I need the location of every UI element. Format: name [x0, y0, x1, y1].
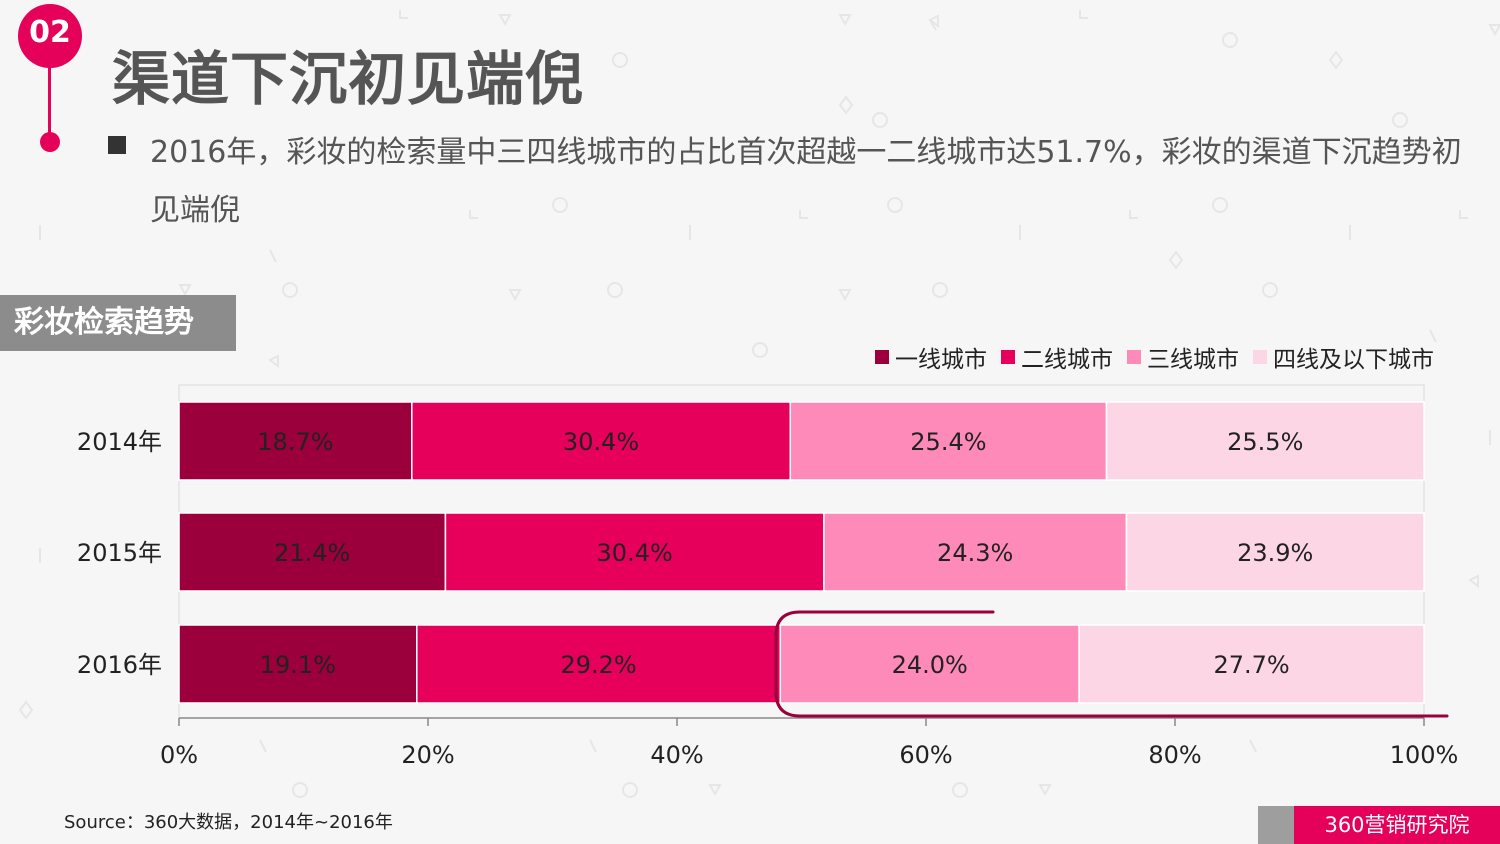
bar-segment [178, 401, 413, 481]
section-label: 彩妆检索趋势 [0, 295, 236, 351]
brand-grey-block [1258, 806, 1294, 844]
bar-segment [1105, 401, 1425, 481]
bar-value-label: 21.4% [274, 539, 350, 567]
legend-swatch [1001, 350, 1015, 364]
x-tick-label: 40% [650, 741, 703, 769]
bar-value-label: 18.7% [257, 428, 333, 456]
legend-label: 三线城市 [1147, 347, 1239, 373]
x-tick-label: 80% [1148, 741, 1201, 769]
bar-value-label: 25.4% [910, 428, 986, 456]
x-tick-label: 20% [401, 741, 454, 769]
bar-segment [779, 624, 1080, 704]
legend-swatch [1253, 350, 1267, 364]
bar-segment [416, 624, 782, 704]
x-tick-label: 0% [160, 741, 198, 769]
bar-value-label: 30.4% [563, 428, 639, 456]
badge-dot [40, 132, 60, 152]
legend-label: 二线城市 [1021, 347, 1113, 373]
bar-value-label: 24.3% [937, 539, 1013, 567]
bar-segment [444, 512, 825, 592]
legend-item: 四线及以下城市 [1253, 340, 1434, 374]
legend-item: 三线城市 [1127, 340, 1239, 374]
legend-label: 一线城市 [895, 347, 987, 373]
bar-segment [178, 512, 447, 592]
bar-segment [823, 512, 1128, 592]
category-label: 2016年 [77, 651, 162, 679]
bar-value-label: 30.4% [597, 539, 673, 567]
bar-value-label: 23.9% [1237, 539, 1313, 567]
legend-item: 二线城市 [1001, 340, 1113, 374]
brand-logo: 360营销研究院 [1294, 806, 1500, 844]
bar-value-label: 25.5% [1227, 428, 1303, 456]
bullet-square-icon [108, 136, 126, 154]
slide-number-badge: 02 [18, 4, 82, 68]
badge-stem [48, 60, 51, 136]
legend-swatch [1127, 350, 1141, 364]
highlight-bracket [774, 610, 1449, 718]
bar-segment [1125, 512, 1425, 592]
legend-label: 四线及以下城市 [1273, 347, 1434, 373]
bar-segment [789, 401, 1108, 481]
category-label: 2014年 [77, 428, 162, 456]
bar-value-label: 29.2% [560, 651, 636, 679]
category-label: 2015年 [77, 539, 162, 567]
page-title: 渠道下沉初见端倪 [112, 45, 585, 113]
bar-value-label: 27.7% [1213, 651, 1289, 679]
source-note: Source：360大数据，2014年~2016年 [64, 812, 393, 833]
legend-swatch [875, 350, 889, 364]
bar-segment [178, 624, 418, 704]
bar-segment [411, 401, 792, 481]
description-text: 2016年，彩妆的检索量中三四线城市的占比首次超越一二线城市达51.7%，彩妆的… [150, 135, 1462, 228]
x-tick-label: 100% [1390, 741, 1459, 769]
chart-legend: 一线城市 二线城市 三线城市 四线及以下城市 [875, 340, 1434, 374]
legend-item: 一线城市 [875, 340, 987, 374]
bar-segment [1078, 624, 1425, 704]
bar-value-label: 24.0% [892, 651, 968, 679]
x-tick-label: 60% [899, 741, 952, 769]
bar-value-label: 19.1% [260, 651, 336, 679]
